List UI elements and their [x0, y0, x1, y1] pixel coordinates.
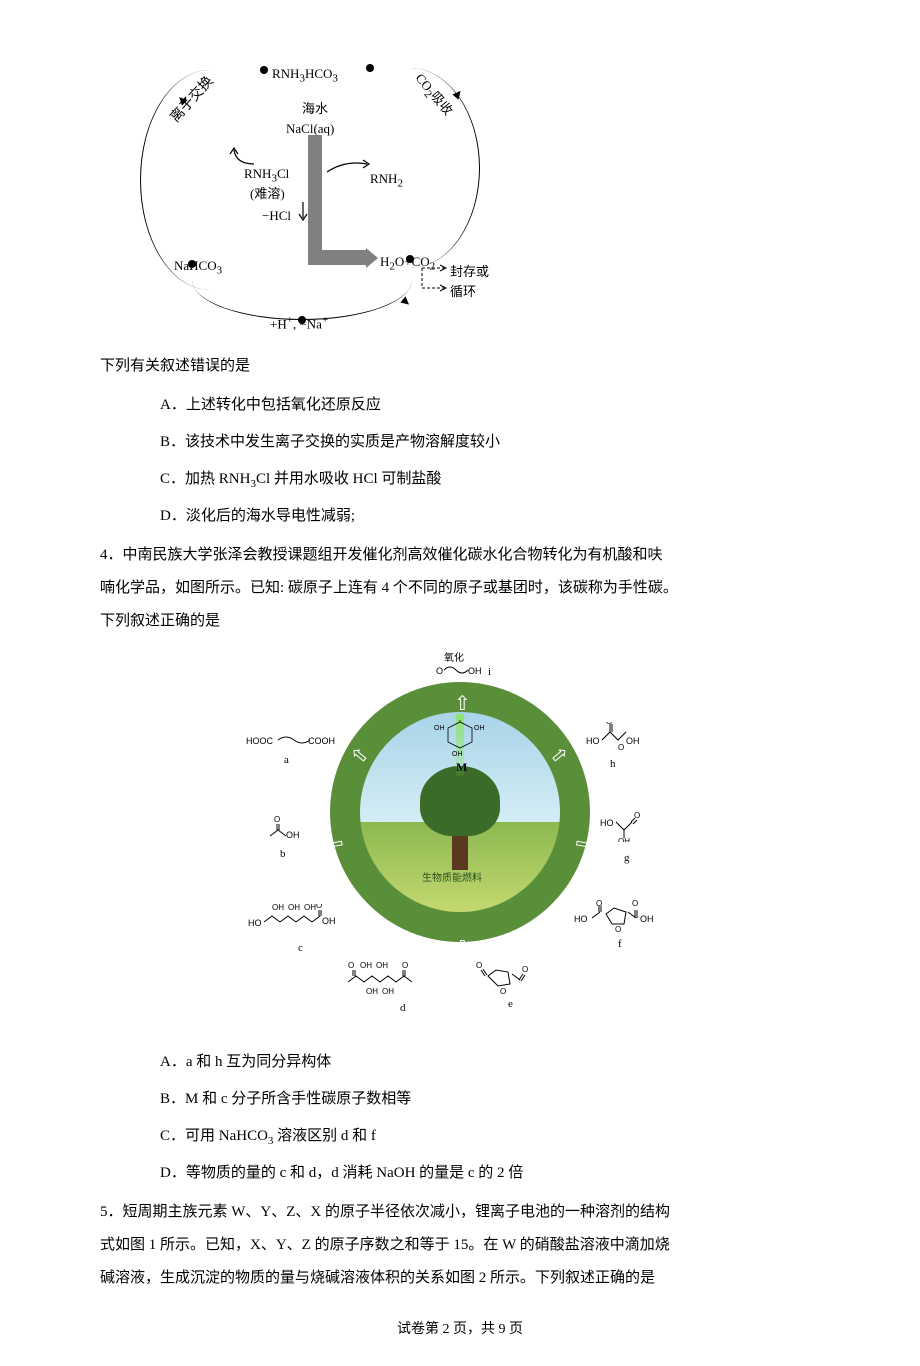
struct-e: O O O — [476, 958, 550, 1002]
struct-h: HOOOHO — [586, 722, 656, 760]
svg-text:O: O — [436, 666, 443, 676]
q4-stem-line3: 下列叙述正确的是 — [100, 605, 820, 638]
struct-f: HOOOOOH — [574, 900, 670, 942]
diagram2-container: 生物质能燃料 OHOHOH M ⇧ ⇧ ⇧ ⇧ ⇧ ⇧ ⇧ ⇧ 氧化 OOH i… — [100, 652, 820, 1032]
q3-option-c: C．加热 RNH3Cl 并用水吸收 HCl 可制盐酸 — [160, 463, 820, 496]
svg-text:O: O — [634, 812, 640, 820]
label-d: d — [400, 996, 406, 1020]
svg-text:OH: OH — [640, 914, 654, 924]
arrow-icon: ⇧ — [454, 682, 471, 726]
svg-text:OH: OH — [288, 904, 300, 912]
q4-option-a: A．a 和 h 互为同分异构体 — [160, 1046, 820, 1079]
q3-option-d: D．淡化后的海水导电性减弱; — [160, 500, 820, 533]
svg-text:OH: OH — [272, 904, 284, 912]
svg-text:HOOC: HOOC — [246, 736, 274, 746]
svg-text:O: O — [476, 961, 482, 970]
svg-text:OH: OH — [618, 837, 630, 842]
label-g: g — [624, 846, 630, 870]
svg-text:O: O — [274, 816, 280, 824]
svg-text:HO: HO — [586, 736, 600, 746]
svg-text:OH: OH — [360, 961, 372, 970]
svg-text:OH: OH — [474, 725, 485, 732]
svg-text:HO: HO — [600, 818, 614, 828]
svg-text:O: O — [500, 987, 506, 994]
arrow-icon: ⇧ — [528, 902, 569, 946]
svg-text:O: O — [522, 965, 528, 974]
curved-arrow-left — [226, 146, 256, 176]
svg-text:OH: OH — [322, 916, 336, 926]
diagram1-container: 离子交换 CO2吸收 RNH3HCO3 海水 NaCl(aq) RNH3Cl (… — [150, 40, 820, 330]
svg-text:OH: OH — [626, 736, 640, 746]
arrowhead-bottom-arc — [400, 296, 411, 307]
page-footer: 试卷第 2 页，共 9 页 — [100, 1315, 820, 1346]
svg-text:O: O — [606, 722, 612, 726]
inner-scene: 生物质能燃料 OHOHOH M — [360, 712, 560, 912]
struct-c: HOOHOHOHOHO — [248, 904, 358, 948]
svg-text:HO: HO — [574, 914, 588, 924]
hcl-label: −HCl — [262, 202, 291, 231]
dot-top-right — [366, 64, 374, 72]
struct-b: O OH — [266, 816, 320, 850]
biomass-label: 生物质能燃料 — [422, 868, 482, 890]
svg-text:OH: OH — [468, 666, 482, 676]
q4-option-b: B．M 和 c 分子所含手性碳原子数相等 — [160, 1083, 820, 1116]
label-f: f — [618, 932, 622, 956]
q5-stem-line2: 式如图 1 所示。已知，X、Y、Z 的原子序数之和等于 15。在 W 的硝酸盐溶… — [100, 1229, 820, 1262]
reaction-cycle-diagram: 离子交换 CO2吸收 RNH3HCO3 海水 NaCl(aq) RNH3Cl (… — [150, 40, 470, 330]
struct-a: HOOC COOH — [246, 730, 342, 760]
svg-text:O: O — [348, 961, 354, 970]
svg-text:OH: OH — [366, 987, 378, 996]
curved-arrow-right — [325, 152, 371, 176]
q5-stem-line3: 碱溶液，生成沉淀的物质的量与烧碱溶液体积的关系如图 2 所示。下列叙述正确的是 — [100, 1262, 820, 1295]
grey-arrowhead — [366, 248, 378, 268]
q4-option-c: C．可用 NaHCO3 溶液区别 d 和 f — [160, 1120, 820, 1153]
q3-option-a: A．上述转化中包括氧化还原反应 — [160, 389, 820, 422]
svg-text:O: O — [632, 900, 638, 908]
down-arrow-hcl — [294, 200, 312, 222]
svg-text:O: O — [618, 743, 624, 752]
label-h: h — [610, 752, 616, 776]
grey-horizontal — [308, 250, 368, 265]
storage-label2: 循环 — [450, 278, 476, 307]
label-b: b — [280, 842, 286, 866]
nahco3-label: NaHCO3 — [174, 252, 222, 283]
struct-i: O OH — [436, 660, 484, 688]
svg-text:OH: OH — [376, 961, 388, 970]
struct-d: O OH OH OH OH O — [346, 958, 466, 1006]
label-i: i — [488, 660, 491, 684]
svg-text:COOH: COOH — [308, 736, 335, 746]
q3-option-b: B．该技术中发生离子交换的实质是产物溶解度较小 — [160, 426, 820, 459]
q3-stem: 下列有关叙述错误的是 — [100, 350, 820, 383]
dot-top-left — [260, 66, 268, 74]
q4-option-d: D．等物质的量的 c 和 d，d 消耗 NaOH 的量是 c 的 2 倍 — [160, 1157, 820, 1190]
q4-stem-line1: 4．中南民族大学张泽会教授课题组开发催化剂高效催化碳水化合物转化为有机酸和呋 — [100, 539, 820, 572]
svg-text:OH: OH — [434, 725, 445, 732]
rnh2-label: RNH2 — [370, 165, 403, 196]
rnh3hco3-label: RNH3HCO3 — [272, 60, 338, 91]
struct-g: HO OH O — [600, 812, 662, 850]
hna-label: +H+, −Na+ — [270, 308, 328, 339]
svg-text:OH: OH — [286, 830, 300, 840]
svg-text:HO: HO — [248, 918, 262, 928]
label-e: e — [508, 992, 513, 1016]
svg-text:O: O — [316, 904, 322, 910]
svg-text:O: O — [402, 961, 408, 970]
m-label: M — [456, 754, 467, 780]
svg-text:OH: OH — [382, 987, 394, 996]
label-c: c — [298, 936, 303, 960]
svg-text:OH: OH — [304, 904, 316, 912]
label-a: a — [284, 748, 289, 772]
q4-stem-line2: 喃化学品，如图所示。已知: 碳原子上连有 4 个不同的原子或基团时，该碳称为手性… — [100, 572, 820, 605]
q5-stem-line1: 5．短周期主族元素 W、Y、Z、X 的原子半径依次减小，锂离子电池的一种溶剂的结… — [100, 1196, 820, 1229]
catalysis-circle-diagram: 生物质能燃料 OHOHOH M ⇧ ⇧ ⇧ ⇧ ⇧ ⇧ ⇧ ⇧ 氧化 OOH i… — [250, 652, 670, 1032]
